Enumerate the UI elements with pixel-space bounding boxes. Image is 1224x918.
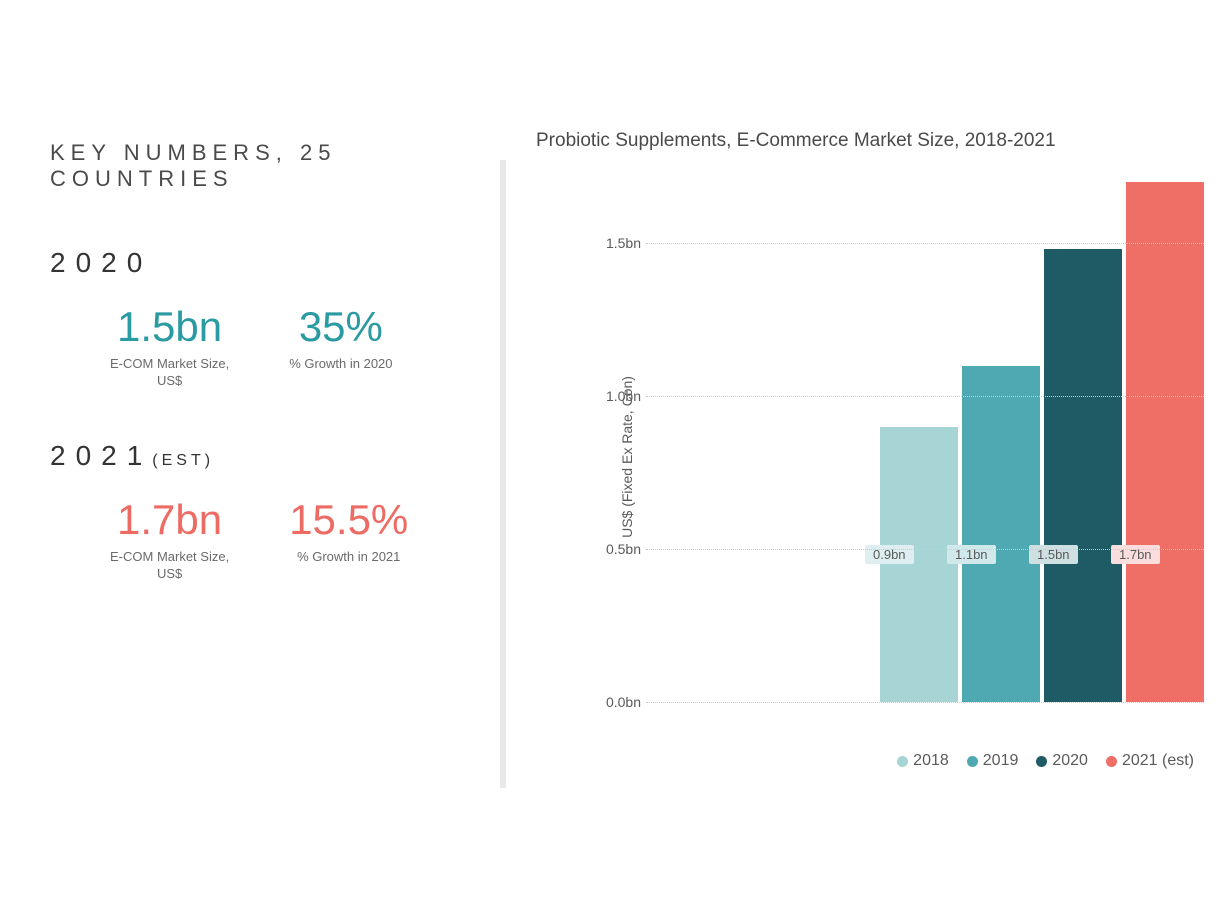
gridline — [646, 549, 1204, 550]
gridline — [646, 702, 1204, 703]
year-2021-text: 2021 — [50, 440, 152, 471]
bar-2020: 1.5bn — [1044, 249, 1122, 702]
gridline — [646, 243, 1204, 244]
stat-caption: E-COM Market Size,US$ — [110, 549, 229, 583]
stat-value: 35% — [289, 304, 392, 350]
legend-dot-icon — [897, 756, 908, 767]
stats-2021: 1.7bn E-COM Market Size,US$ 15.5% % Grow… — [50, 497, 480, 583]
bar-2021est: 1.7bn — [1126, 182, 1204, 702]
legend-item: 2020 — [1036, 752, 1088, 770]
key-numbers-panel: KEY NUMBERS, 25 COUNTRIES 2020 1.5bn E-C… — [50, 140, 500, 828]
legend-label: 2019 — [983, 752, 1019, 770]
vertical-divider — [500, 160, 506, 788]
bars-container: 0.9bn1.1bn1.5bn1.7bn — [646, 182, 1204, 702]
year-2021-suffix: (EST) — [152, 452, 214, 469]
legend-item: 2021 (est) — [1106, 752, 1194, 770]
stat-caption: % Growth in 2021 — [289, 549, 408, 566]
legend-dot-icon — [1036, 756, 1047, 767]
chart-title: Probiotic Supplements, E-Commerce Market… — [536, 130, 1204, 152]
legend-label: 2020 — [1052, 752, 1088, 770]
y-tick-label: 1.5bn — [586, 235, 641, 251]
plot-region: 0.9bn1.1bn1.5bn1.7bn 0.0bn0.5bn1.0bn1.5b… — [646, 182, 1204, 702]
bar-2019: 1.1bn — [962, 366, 1040, 702]
y-tick-label: 0.5bn — [586, 541, 641, 557]
chart-area: US$ (Fixed Ex Rate, Con) 0.9bn1.1bn1.5bn… — [566, 182, 1204, 732]
stat-2020-market-size: 1.5bn E-COM Market Size,US$ — [110, 304, 229, 390]
stat-caption: E-COM Market Size,US$ — [110, 356, 229, 390]
chart-panel: Probiotic Supplements, E-Commerce Market… — [516, 140, 1204, 828]
stats-2020: 1.5bn E-COM Market Size,US$ 35% % Growth… — [50, 304, 480, 390]
stat-caption: % Growth in 2020 — [289, 356, 392, 373]
panel-heading: KEY NUMBERS, 25 COUNTRIES — [50, 140, 480, 192]
stat-2021-market-size: 1.7bn E-COM Market Size,US$ — [110, 497, 229, 583]
y-tick-label: 1.0bn — [586, 388, 641, 404]
stat-2020-growth: 35% % Growth in 2020 — [289, 304, 392, 390]
bar-2018: 0.9bn — [880, 427, 958, 702]
stat-value: 15.5% — [289, 497, 408, 543]
year-2020-label: 2020 — [50, 247, 480, 279]
legend-dot-icon — [1106, 756, 1117, 767]
year-2021-label: 2021(EST) — [50, 440, 480, 472]
legend-item: 2018 — [897, 752, 949, 770]
legend-dot-icon — [967, 756, 978, 767]
stat-2021-growth: 15.5% % Growth in 2021 — [289, 497, 408, 583]
legend: 2018 2019 2020 2021 (est) — [536, 752, 1204, 770]
y-tick-label: 0.0bn — [586, 694, 641, 710]
legend-label: 2021 (est) — [1122, 752, 1194, 770]
legend-item: 2019 — [967, 752, 1019, 770]
stat-value: 1.5bn — [110, 304, 229, 350]
gridline — [646, 396, 1204, 397]
legend-label: 2018 — [913, 752, 949, 770]
stat-value: 1.7bn — [110, 497, 229, 543]
